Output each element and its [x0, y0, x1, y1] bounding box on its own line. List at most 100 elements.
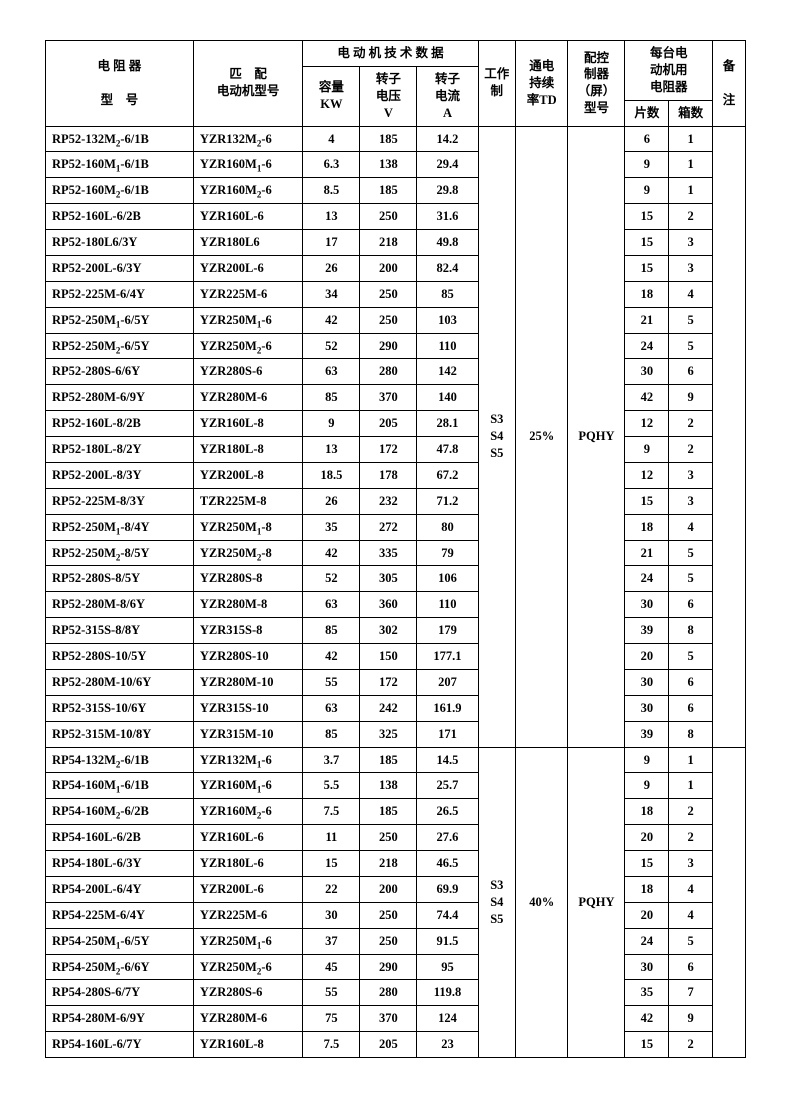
cell-resistor-model: RP52-180L-8/2Y	[46, 437, 194, 463]
cell-resistor-model: RP52-225M-8/3Y	[46, 488, 194, 514]
cell-motor-model: YZR132M1-6	[193, 747, 303, 773]
cell-resistor-model: RP52-250M1-6/5Y	[46, 307, 194, 333]
cell-kw: 75	[303, 1006, 360, 1032]
cell-resistor-model: RP52-280M-10/6Y	[46, 669, 194, 695]
cell-a: 49.8	[417, 230, 478, 256]
cell-resistor-model: RP54-180L-6/3Y	[46, 851, 194, 877]
cell-v: 242	[360, 695, 417, 721]
hdr-rotor-v: 转子 电压 V	[360, 66, 417, 126]
cell-resistor-model: RP52-160M1-6/1B	[46, 152, 194, 178]
cell-v: 370	[360, 1006, 417, 1032]
cell-resistor-model: RP54-160M2-6/2B	[46, 799, 194, 825]
cell-a: 79	[417, 540, 478, 566]
cell-resistor-model: RP52-132M2-6/1B	[46, 126, 194, 152]
table-row: RP52-315M-10/8YYZR315M-1085325171398	[46, 721, 746, 747]
cell-work-system: S3S4S5	[478, 747, 515, 1058]
cell-pieces: 18	[625, 799, 669, 825]
table-row: RP54-160M1-6/1BYZR160M1-65.513825.791	[46, 773, 746, 799]
cell-motor-model: YZR250M2-6	[193, 954, 303, 980]
cell-a: 31.6	[417, 204, 478, 230]
cell-kw: 30	[303, 902, 360, 928]
cell-a: 14.5	[417, 747, 478, 773]
table-row: RP52-250M1-8/4YYZR250M1-83527280184	[46, 514, 746, 540]
cell-kw: 3.7	[303, 747, 360, 773]
table-row: RP52-250M2-8/5YYZR250M2-84233579215	[46, 540, 746, 566]
table-header: 电 阻 器 型 号 匹 配 电动机型号 电 动 机 技 术 数 据 工作制 通电…	[46, 41, 746, 127]
cell-pieces: 15	[625, 1032, 669, 1058]
cell-a: 119.8	[417, 980, 478, 1006]
cell-kw: 85	[303, 618, 360, 644]
cell-v: 185	[360, 126, 417, 152]
cell-resistor-model: RP54-160M1-6/1B	[46, 773, 194, 799]
cell-pieces: 30	[625, 592, 669, 618]
cell-v: 232	[360, 488, 417, 514]
cell-kw: 55	[303, 980, 360, 1006]
cell-motor-model: YZR200L-6	[193, 876, 303, 902]
hdr-motor-tech: 电 动 机 技 术 数 据	[303, 41, 478, 67]
cell-boxes: 5	[669, 566, 713, 592]
hdr-remark: 备 注	[713, 41, 746, 127]
cell-resistor-model: RP52-200L-6/3Y	[46, 255, 194, 281]
cell-a: 140	[417, 385, 478, 411]
cell-kw: 42	[303, 540, 360, 566]
cell-v: 172	[360, 669, 417, 695]
cell-a: 26.5	[417, 799, 478, 825]
table-row: RP54-160L-6/2BYZR160L-61125027.6202	[46, 825, 746, 851]
cell-controller: PQHY	[568, 126, 625, 747]
cell-kw: 13	[303, 437, 360, 463]
cell-boxes: 8	[669, 721, 713, 747]
cell-pieces: 15	[625, 851, 669, 877]
cell-motor-model: TZR225M-8	[193, 488, 303, 514]
table-row: RP54-280S-6/7YYZR280S-655280119.8357	[46, 980, 746, 1006]
cell-motor-model: YZR160L-8	[193, 1032, 303, 1058]
cell-motor-model: YZR180L-8	[193, 437, 303, 463]
cell-pieces: 42	[625, 1006, 669, 1032]
cell-v: 218	[360, 230, 417, 256]
cell-motor-model: YZR315S-10	[193, 695, 303, 721]
cell-boxes: 6	[669, 669, 713, 695]
cell-boxes: 1	[669, 178, 713, 204]
hdr-controller: 配控 制器 （屏） 型号	[568, 41, 625, 127]
cell-pieces: 9	[625, 773, 669, 799]
cell-pieces: 24	[625, 333, 669, 359]
cell-v: 290	[360, 333, 417, 359]
cell-pieces: 9	[625, 152, 669, 178]
cell-pieces: 18	[625, 514, 669, 540]
cell-motor-model: YZR280M-6	[193, 1006, 303, 1032]
cell-motor-model: YZR180L-6	[193, 851, 303, 877]
cell-v: 250	[360, 307, 417, 333]
cell-motor-model: YZR250M1-6	[193, 307, 303, 333]
cell-pieces: 12	[625, 462, 669, 488]
cell-kw: 7.5	[303, 1032, 360, 1058]
cell-kw: 52	[303, 333, 360, 359]
cell-controller: PQHY	[568, 747, 625, 1058]
cell-boxes: 3	[669, 255, 713, 281]
table-row: RP52-315S-10/6YYZR315S-1063242161.9306	[46, 695, 746, 721]
cell-a: 103	[417, 307, 478, 333]
cell-a: 27.6	[417, 825, 478, 851]
cell-motor-model: YZR160M1-6	[193, 152, 303, 178]
cell-v: 370	[360, 385, 417, 411]
cell-motor-model: YZR160L-6	[193, 825, 303, 851]
hdr-resistor-model: 电 阻 器 型 号	[46, 41, 194, 127]
cell-a: 110	[417, 592, 478, 618]
hdr-per-motor: 每台电 动机用 电阻器	[625, 41, 713, 101]
cell-a: 207	[417, 669, 478, 695]
table-row: RP54-250M1-6/5YYZR250M1-63725091.5245	[46, 928, 746, 954]
cell-a: 142	[417, 359, 478, 385]
cell-boxes: 9	[669, 1006, 713, 1032]
cell-a: 179	[417, 618, 478, 644]
cell-pieces: 21	[625, 540, 669, 566]
table-row: RP54-280M-6/9YYZR280M-675370124429	[46, 1006, 746, 1032]
cell-motor-model: YZR280M-6	[193, 385, 303, 411]
cell-resistor-model: RP52-250M2-6/5Y	[46, 333, 194, 359]
cell-kw: 26	[303, 488, 360, 514]
cell-a: 80	[417, 514, 478, 540]
cell-v: 185	[360, 178, 417, 204]
table-row: RP52-200L-8/3YYZR200L-818.517867.2123	[46, 462, 746, 488]
cell-resistor-model: RP54-250M2-6/6Y	[46, 954, 194, 980]
cell-pieces: 15	[625, 230, 669, 256]
cell-a: 91.5	[417, 928, 478, 954]
cell-boxes: 2	[669, 437, 713, 463]
table-row: RP52-250M2-6/5YYZR250M2-652290110245	[46, 333, 746, 359]
